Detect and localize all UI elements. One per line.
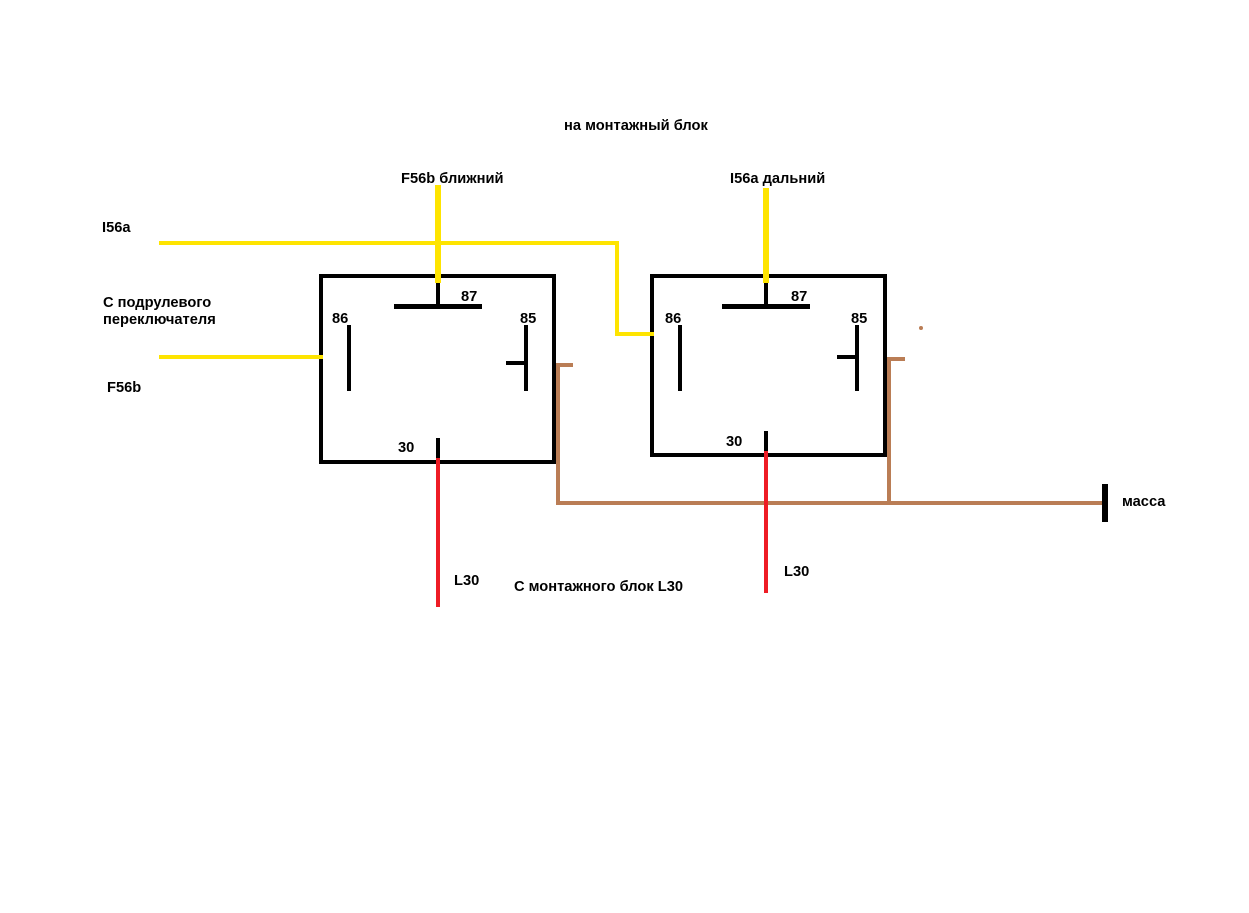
relay2-pin-87-stem xyxy=(764,283,768,304)
label-stalk-f56b: F56b xyxy=(107,380,141,396)
label-bottom-note: С монтажного блок L30 xyxy=(514,579,683,595)
label-stalk-i56a: I56a xyxy=(102,220,131,236)
wire-i56a-horizontal xyxy=(159,241,619,245)
wire-87-left xyxy=(435,185,441,283)
wire-ground-left-down xyxy=(556,363,560,505)
relay2-pin-85-tick xyxy=(837,355,855,359)
label-l30-left: L30 xyxy=(454,573,479,589)
wire-ground-right-down xyxy=(887,357,891,505)
wire-f56b-to-relay1 xyxy=(159,355,323,359)
relay1-pin-85 xyxy=(524,325,528,391)
stray-dot xyxy=(919,326,923,330)
relay1-pin-86 xyxy=(347,325,351,391)
label-i56a-far: I56a дальний xyxy=(730,171,825,187)
relay2-pin-87-bar xyxy=(722,304,810,309)
relay2-pin-86 xyxy=(678,325,682,391)
wire-ground-right-stub xyxy=(887,357,905,361)
relay1-pin-87-bar xyxy=(394,304,482,309)
label-stalk-source-l1: С подрулевого xyxy=(103,295,211,311)
label-top-note: на монтажный блок xyxy=(564,118,708,134)
wire-ground-bus xyxy=(556,501,1105,505)
relay2-pin-85 xyxy=(855,325,859,391)
wire-l30-left xyxy=(436,458,440,607)
wire-l30-right xyxy=(764,451,768,593)
wire-87-right xyxy=(763,188,769,283)
label-massa: масса xyxy=(1122,494,1165,510)
wire-i56a-to-relay2 xyxy=(615,332,654,336)
relay1-pin-87-stem xyxy=(436,283,440,304)
label-f56b-near: F56b ближний xyxy=(401,171,504,187)
relay1-pin-85-tick xyxy=(506,361,524,365)
wire-i56a-down xyxy=(615,241,619,336)
label-stalk-source-l2: переключателя xyxy=(103,312,216,328)
relay-right xyxy=(650,274,887,457)
label-l30-right: L30 xyxy=(784,564,809,580)
wiring-diagram-canvas: на монтажный блок F56b ближний I56a даль… xyxy=(0,0,1249,913)
wire-ground-left-stub xyxy=(556,363,573,367)
massa-terminal xyxy=(1102,484,1108,522)
